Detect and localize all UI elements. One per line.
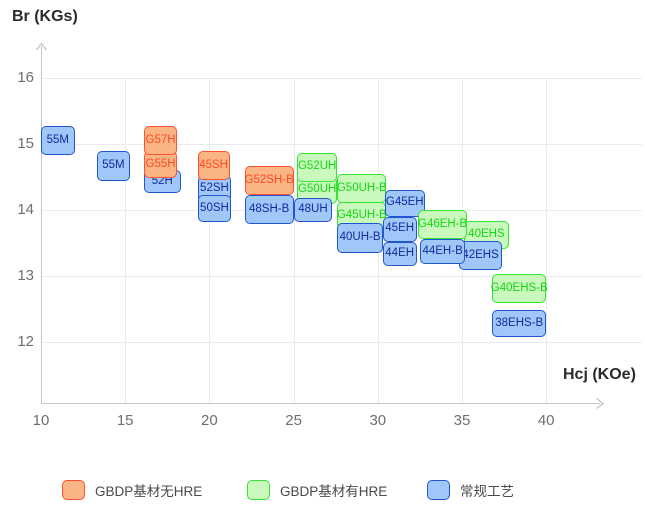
vertical-gridline	[293, 78, 295, 403]
x-axis-arrow-icon	[596, 397, 604, 410]
vertical-gridline	[125, 78, 127, 403]
horizontal-gridline	[41, 78, 642, 79]
legend: GBDP基材无HRE GBDP基材有HRE 常规工艺	[0, 480, 645, 510]
y-tick-label: 14	[17, 201, 34, 218]
x-axis-title: Hcj (KOe)	[563, 366, 636, 383]
y-axis-title: Br (KGs)	[12, 8, 78, 25]
grade-box[interactable]: G55H	[143, 150, 178, 179]
legend-swatch-gbdp_hre	[247, 480, 270, 500]
grade-box[interactable]: 55M	[96, 150, 131, 181]
y-tick-label: 15	[17, 135, 34, 152]
grade-box[interactable]: 48UH	[293, 198, 333, 222]
y-axis-arrow-icon	[35, 42, 48, 51]
y-tick-label: 13	[17, 267, 34, 284]
y-tick-label: 12	[17, 333, 34, 350]
horizontal-gridline	[41, 276, 642, 277]
grade-box[interactable]: G57H	[143, 126, 178, 155]
legend-item-gbdp_no_hre[interactable]: GBDP基材无HRE	[62, 480, 202, 500]
grade-box[interactable]: 45SH	[197, 151, 230, 181]
legend-item-conventional[interactable]: 常规工艺	[427, 480, 514, 500]
x-tick-label: 10	[32, 412, 50, 429]
legend-swatch-gbdp_no_hre	[62, 480, 85, 500]
y-tick-label: 16	[17, 69, 34, 86]
x-tick-label: 20	[201, 412, 218, 429]
y-axis-line	[41, 46, 42, 403]
legend-swatch-conventional	[427, 480, 450, 500]
grade-box[interactable]: 48SH-B	[244, 195, 294, 224]
grade-box[interactable]: 55M	[41, 126, 75, 156]
x-tick-label: 35	[453, 412, 471, 429]
horizontal-gridline	[41, 144, 642, 145]
grade-box[interactable]: 44EH	[382, 241, 417, 267]
grade-box[interactable]: 38EHS-B	[492, 310, 547, 338]
grade-box[interactable]: G52SH-B	[245, 166, 294, 196]
grade-box[interactable]: G46EH-B	[418, 210, 467, 240]
grade-box[interactable]: 50SH	[197, 195, 232, 222]
legend-label: 常规工艺	[460, 484, 514, 499]
grade-box[interactable]: G40EHS-B	[491, 274, 548, 304]
grade-box[interactable]: 42EHS	[458, 241, 503, 271]
legend-label: GBDP基材有HRE	[280, 484, 388, 499]
grade-box[interactable]: 44EH-B	[419, 239, 466, 265]
grade-box[interactable]: G52UH	[296, 152, 338, 182]
legend-label: GBDP基材无HRE	[95, 484, 203, 499]
x-tick-label: 25	[285, 412, 302, 429]
vertical-gridline	[546, 78, 548, 403]
grade-box[interactable]: G50UH-B	[337, 174, 387, 204]
vertical-gridline	[209, 78, 211, 403]
x-axis-line	[41, 403, 600, 404]
horizontal-gridline	[41, 342, 642, 343]
x-tick-label: 40	[537, 412, 555, 429]
x-tick-label: 30	[369, 412, 387, 429]
grade-box[interactable]: 40UH-B	[337, 222, 383, 253]
x-tick-label: 15	[116, 412, 134, 429]
grade-box[interactable]: 45EH	[382, 216, 417, 242]
legend-item-gbdp_hre[interactable]: GBDP基材有HRE	[247, 480, 387, 500]
